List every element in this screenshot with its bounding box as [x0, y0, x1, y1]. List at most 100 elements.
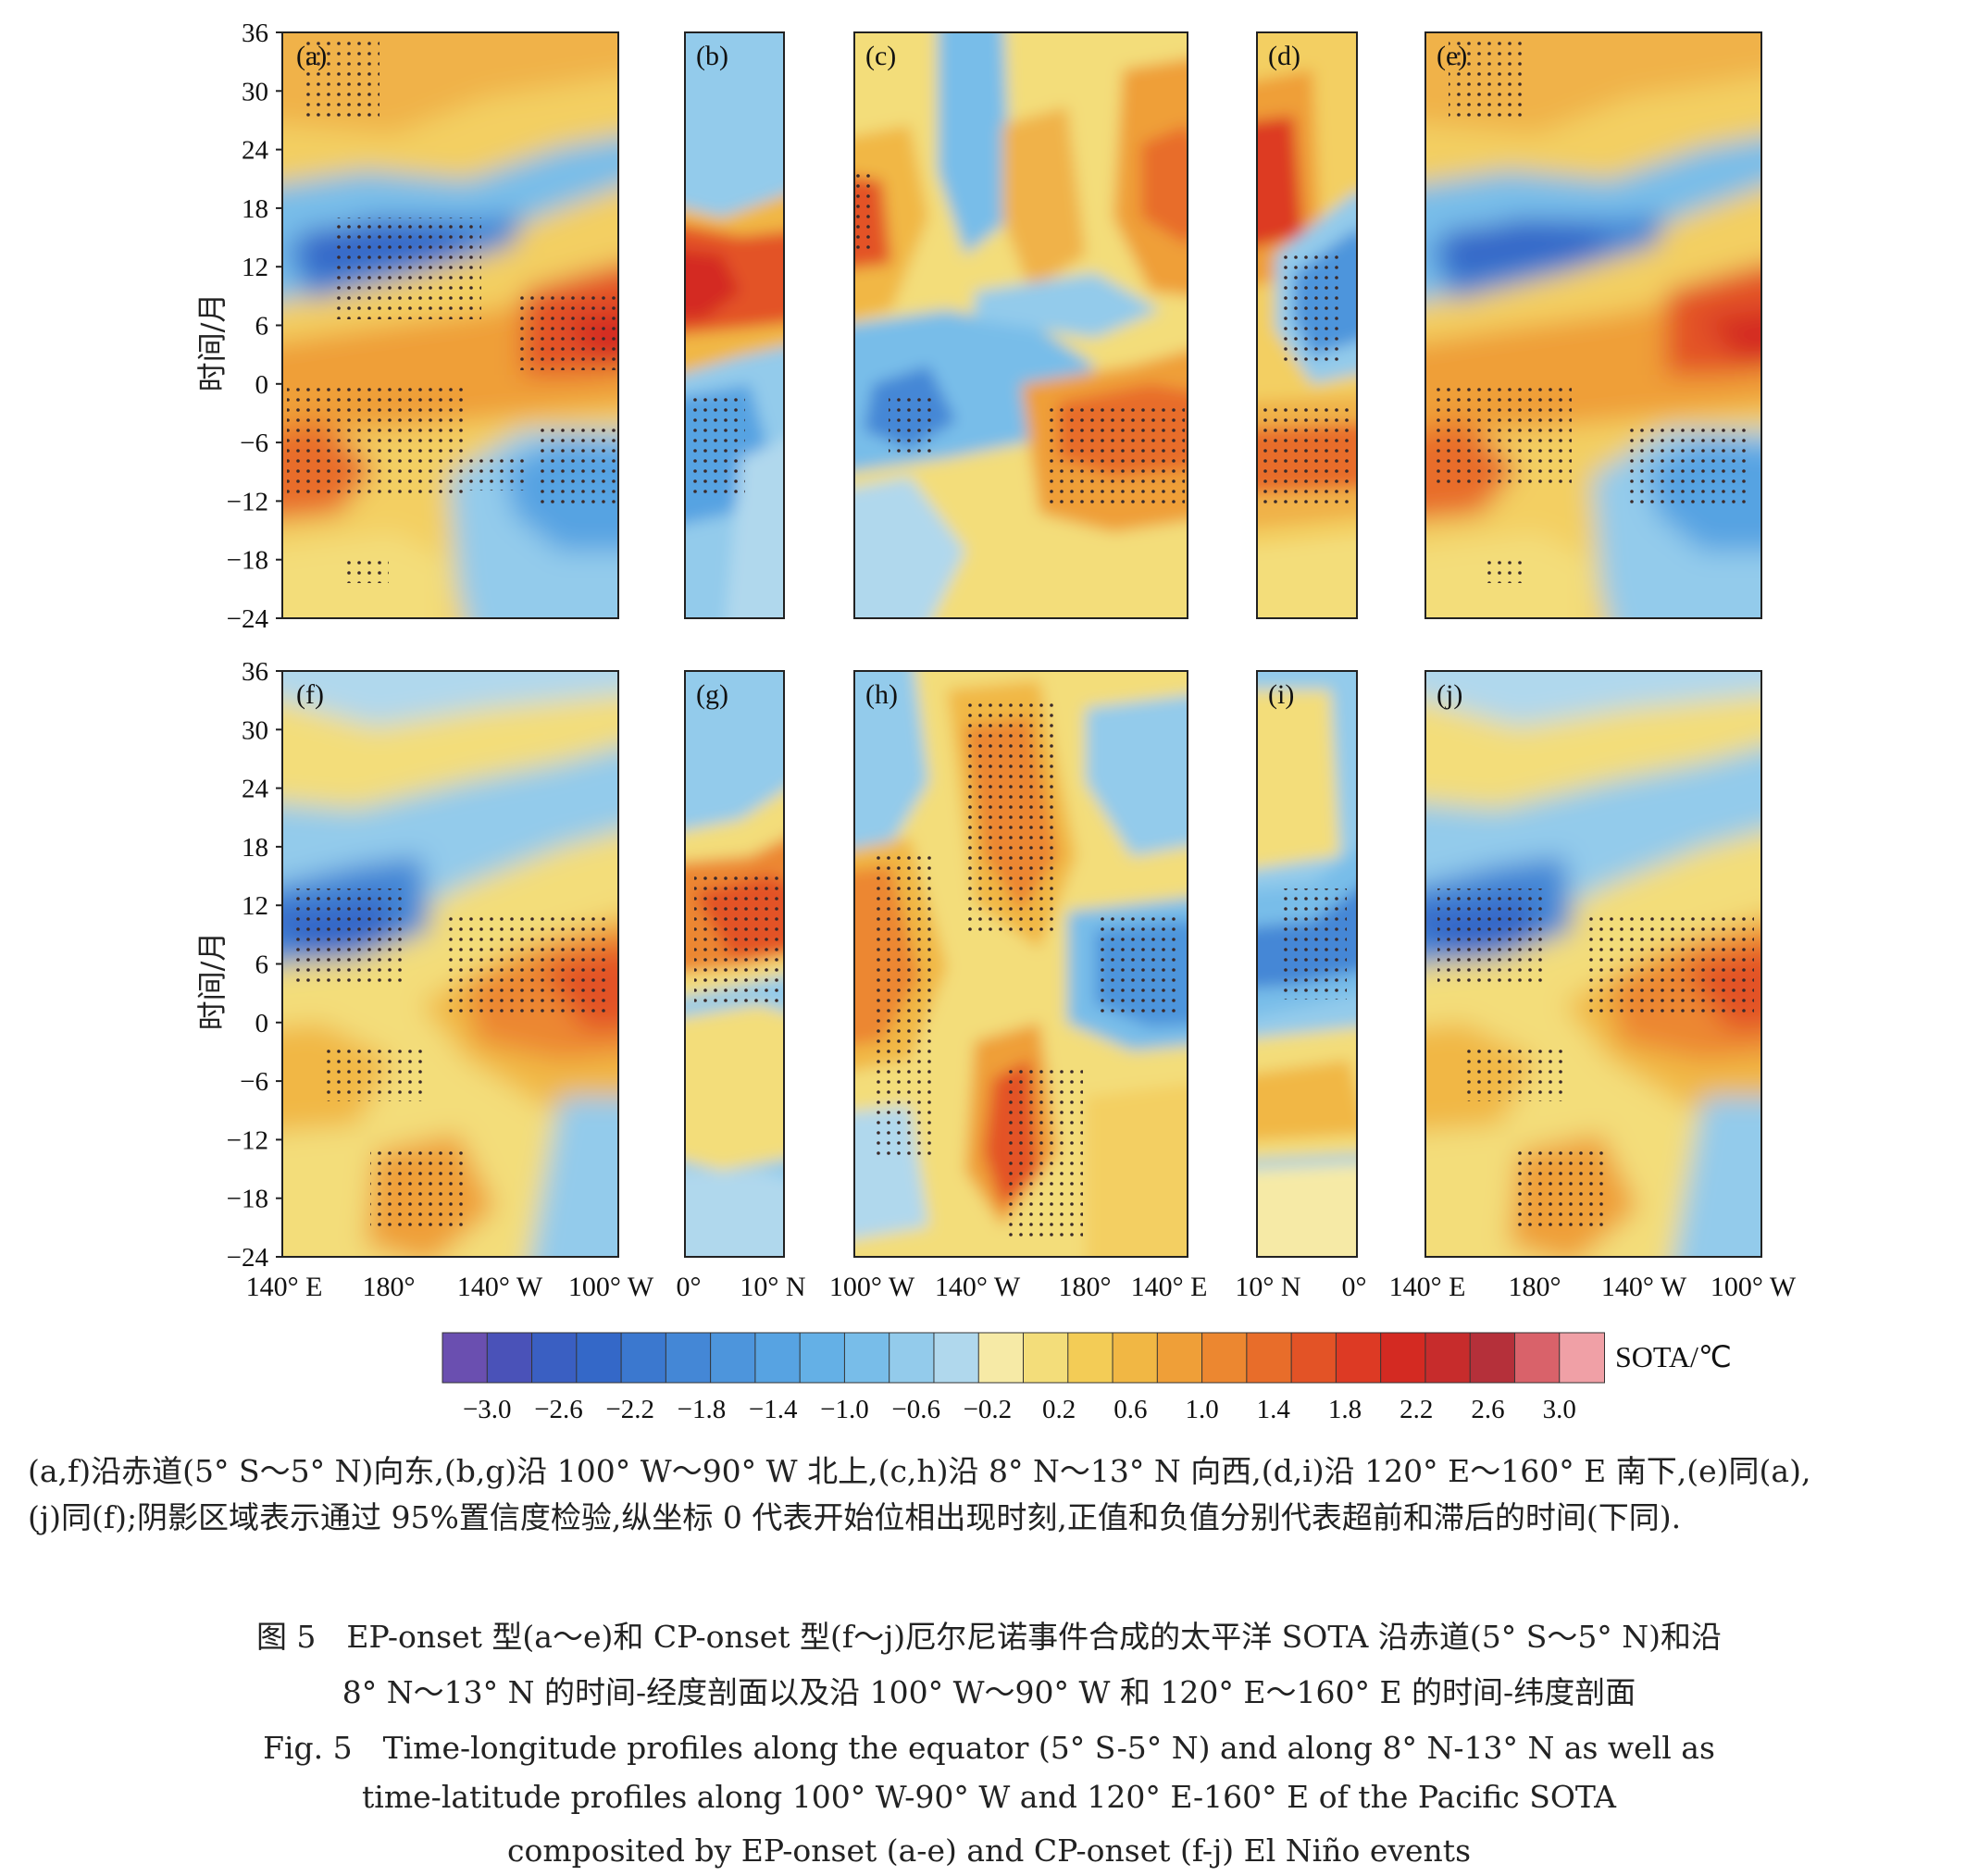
colorbar-swatch	[1201, 1332, 1248, 1384]
panel-label: (i)	[1268, 679, 1294, 710]
x-tick-label: 100° W	[829, 1272, 915, 1302]
y-tick-label: −24	[227, 1243, 269, 1273]
colorbar-tick-label: −0.6	[891, 1395, 940, 1424]
colorbar-tick-label: 0.2	[1042, 1395, 1076, 1424]
panel-label: (f)	[296, 679, 324, 710]
colorbar-ticks: −3.0 −2.6 −2.2 −1.8 −1.4 −1.0 −0.6 −0.2 0.2 0.6 1.…	[463, 1395, 1576, 1424]
y-tick-label: −12	[227, 487, 268, 516]
colorbar-tick-label: 1.4	[1257, 1395, 1291, 1424]
y-tick-label: −6	[240, 1067, 268, 1097]
colorbar	[442, 1332, 1605, 1384]
panel-h	[853, 670, 1188, 1258]
y-ticks-bottom: 36 30 24 18 12 6 0 −6 −12 −18 −24	[227, 657, 282, 1273]
y-tick-label: 6	[255, 950, 269, 980]
colorbar-tick-label: 3.0	[1543, 1395, 1576, 1424]
panel-label: (b)	[696, 41, 728, 71]
y-axis-label: 时间/月	[194, 293, 230, 392]
colorbar-swatch	[486, 1332, 533, 1384]
y-tick-label: 18	[242, 194, 268, 224]
caption-cn-line-2: 8° N～13° N 的时间-经度剖面以及沿 100° W～90° W 和 12…	[342, 1674, 1636, 1710]
colorbar-swatch	[620, 1332, 667, 1384]
colorbar-tick-label: 0.6	[1113, 1395, 1147, 1424]
y-tick-label: 24	[242, 136, 269, 166]
y-tick-label: 6	[255, 312, 269, 342]
caption-cn-line-1: 图 5 EP-onset 型(a～e)和 CP-onset 型(f～j)厄尔尼诺…	[255, 1619, 1723, 1655]
colorbar-swatch	[665, 1332, 712, 1384]
x-tick-label: 180°	[1059, 1272, 1112, 1302]
x-tick-label: 10° N	[740, 1272, 805, 1302]
y-tick-label: 30	[242, 77, 268, 106]
y-tick-label: 12	[242, 891, 268, 921]
x-tick-label: 140° E	[1389, 1272, 1466, 1302]
y-tick-label: 30	[242, 715, 268, 745]
panel-i	[1256, 670, 1358, 1258]
colorbar-swatch	[1112, 1332, 1159, 1384]
x-tick-label: 140° W	[457, 1272, 543, 1302]
colorbar-swatch	[1380, 1332, 1426, 1384]
colorbar-swatch	[1290, 1332, 1337, 1384]
x-tick-label: 180°	[363, 1272, 416, 1302]
panel-b	[684, 31, 785, 619]
figure-panels: (a) (b) (c) (d) (e) (f) (g) (h) (i) (j) …	[194, 19, 1797, 1424]
caption-en-line-2: time-latitude profiles along 100° W-90° …	[362, 1779, 1616, 1815]
x-tick-label: 10° N	[1235, 1272, 1300, 1302]
colorbar-swatch	[576, 1332, 623, 1384]
y-axis-label: 时间/月	[194, 932, 230, 1031]
colorbar-label: SOTA/℃	[1615, 1340, 1732, 1373]
panel-label: (c)	[865, 41, 896, 71]
colorbar-tick-label: −1.0	[820, 1395, 869, 1424]
x-tick-label: 0°	[677, 1272, 702, 1302]
y-tick-label: 18	[242, 833, 268, 863]
colorbar-swatch	[531, 1332, 578, 1384]
colorbar-swatch	[1067, 1332, 1114, 1384]
colorbar-tick-label: −2.2	[605, 1395, 654, 1424]
y-tick-label: −24	[227, 604, 269, 634]
panel-d	[1256, 31, 1358, 619]
colorbar-swatch	[442, 1332, 489, 1384]
y-tick-label: 24	[242, 775, 269, 804]
colorbar-swatch	[1246, 1332, 1293, 1384]
panel-label: (j)	[1437, 679, 1462, 710]
colorbar-tick-label: 1.0	[1185, 1395, 1218, 1424]
panel-label: (d)	[1268, 41, 1300, 71]
caption-en-line-3: composited by EP-onset (a-e) and CP-onse…	[506, 1833, 1471, 1869]
panel-f	[281, 670, 619, 1258]
colorbar-swatch	[889, 1332, 935, 1384]
x-tick-label: 140° E	[1131, 1272, 1208, 1302]
colorbar-swatch	[1513, 1332, 1561, 1384]
colorbar-swatch	[799, 1332, 846, 1384]
y-tick-label: −6	[240, 429, 268, 458]
y-tick-label: 0	[255, 370, 269, 400]
colorbar-swatch	[1469, 1332, 1516, 1384]
x-tick-label: 0°	[1342, 1272, 1367, 1302]
colorbar-tick-label: −2.6	[534, 1395, 583, 1424]
y-ticks-top: 36 30 24 18 12 6 0 −6 −12 −18 −24	[227, 19, 282, 634]
colorbar-swatch	[710, 1332, 756, 1384]
x-tick-label: 140° E	[246, 1272, 323, 1302]
colorbar-tick-label: −0.2	[964, 1395, 1013, 1424]
y-tick-label: 36	[242, 657, 268, 687]
x-tick-label: 180°	[1509, 1272, 1561, 1302]
colorbar-swatch	[1023, 1332, 1069, 1384]
panel-label: (a)	[296, 41, 327, 71]
colorbar-tick-label: −1.8	[678, 1395, 727, 1424]
panel-g	[684, 670, 785, 1258]
y-tick-label: −18	[227, 546, 268, 576]
panel-j	[1424, 670, 1762, 1258]
colorbar-swatch	[843, 1332, 890, 1384]
colorbar-swatch	[754, 1332, 802, 1384]
colorbar-swatch	[1424, 1332, 1472, 1384]
colorbar-swatch	[977, 1332, 1025, 1384]
x-tick-label: 100° W	[568, 1272, 654, 1302]
colorbar-tick-label: 2.2	[1400, 1395, 1433, 1424]
colorbar-swatch	[1559, 1332, 1605, 1384]
panel-a	[281, 31, 619, 619]
y-tick-label: −18	[227, 1185, 268, 1214]
y-tick-label: −12	[227, 1125, 268, 1155]
x-tick-label: 100° W	[1711, 1272, 1797, 1302]
figure-note-line-2: (j)同(f);阴影区域表示通过 95%置信度检验,纵坐标 0 代表开始位相出现…	[28, 1499, 1682, 1535]
panel-label: (h)	[865, 679, 898, 710]
caption-en-line-1: Fig. 5 Time-longitude profiles along the…	[263, 1730, 1715, 1766]
x-tick-label: 140° W	[1601, 1272, 1687, 1302]
panel-c	[853, 31, 1188, 619]
